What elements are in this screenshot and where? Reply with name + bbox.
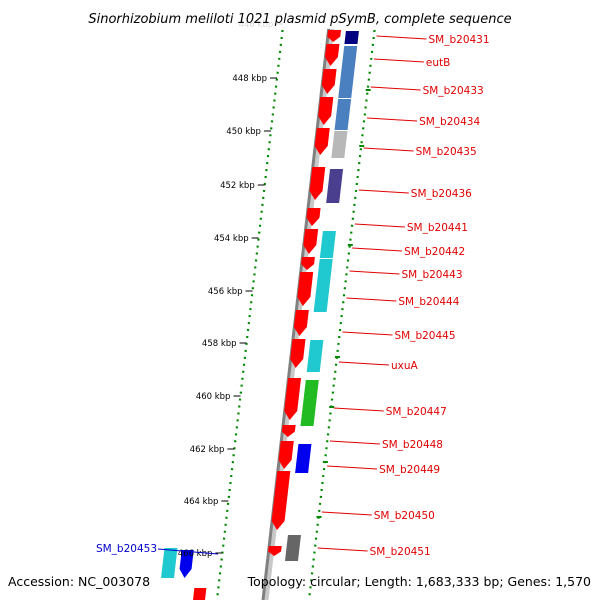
scale-tick-label: 458 kbp <box>202 339 237 349</box>
gene-label: SM_b20450 <box>374 510 435 522</box>
gene-label: SM_b20433 <box>423 85 484 97</box>
gene-label: SM_b20442 <box>404 246 465 258</box>
gene-label: SM_b20445 <box>394 330 455 342</box>
cog-block <box>300 380 319 426</box>
gene-leader-line <box>338 361 390 366</box>
cog-block <box>319 231 336 258</box>
gene-label: SM_b20447 <box>386 406 447 418</box>
scale-tick-label: 450 kbp <box>226 127 261 137</box>
accession-text: Accession: NC_003078 <box>8 574 150 589</box>
gene-features <box>161 30 359 600</box>
gene-arrow <box>321 69 337 94</box>
gene-label: SM_b20435 <box>416 146 477 158</box>
gene-arrow <box>301 257 315 270</box>
gene-arrow <box>297 272 314 306</box>
gene-label: SM_b20443 <box>401 269 462 281</box>
gene-leader-line <box>358 189 409 194</box>
gene-leader-line <box>321 511 372 516</box>
cog-block <box>344 31 359 44</box>
gene-arrow <box>290 339 306 368</box>
gene-arrow <box>327 30 342 42</box>
tick-dotted-rings <box>215 29 376 600</box>
gene-label: eutB <box>426 57 450 69</box>
gene-leader-line <box>349 270 400 275</box>
cog-block <box>326 169 344 203</box>
gene-leader-line <box>317 547 368 552</box>
gene-leader-line <box>333 407 384 412</box>
title-background <box>70 8 530 29</box>
gene-label: SM_b20451 <box>370 546 431 558</box>
gene-label: SM_b20444 <box>398 296 459 308</box>
gene-label: SM_b20434 <box>419 116 480 128</box>
gene-arrow <box>179 550 194 578</box>
cog-block <box>334 99 352 130</box>
gene-arrow <box>303 229 319 254</box>
cog-block <box>313 259 333 312</box>
scale-tick-label: 448 kbp <box>232 74 267 84</box>
scale-tick-label: 462 kbp <box>190 445 225 455</box>
gene-arrow <box>271 471 291 530</box>
gene-leader-line <box>373 58 424 63</box>
cog-block <box>295 444 312 473</box>
scale-tick-label: 452 kbp <box>220 181 255 191</box>
gene-arrow <box>293 310 309 336</box>
scale-tick-label: 464 kbp <box>184 497 219 507</box>
gene-arrow <box>314 128 330 155</box>
gene-label: SM_b20441 <box>407 222 468 234</box>
gene-label: SM_b20436 <box>411 188 472 200</box>
gene-label: uxuA <box>391 360 419 372</box>
gene-leader-line <box>363 147 414 152</box>
gene-arrow <box>193 588 207 600</box>
gene-arrow <box>268 546 282 556</box>
gene-leader-line <box>352 247 403 252</box>
gene-label: SM_b20448 <box>382 439 443 451</box>
gene-leader-line <box>370 86 421 91</box>
cog-block <box>284 535 301 561</box>
cog-block <box>161 548 178 578</box>
gene-labels: SM_b20431 eutB SM_b20433 SM_b20434 SM_b20435… <box>96 34 490 558</box>
gene-arrow <box>306 208 321 226</box>
cog-block <box>338 46 358 98</box>
scale-tick-label: 454 kbp <box>214 234 249 244</box>
gene-label: SM_b20431 <box>429 34 490 46</box>
gene-arrow <box>324 44 340 66</box>
gene-leader-line <box>354 223 405 228</box>
scale-tick-label: 456 kbp <box>208 287 243 297</box>
cog-block <box>331 131 348 158</box>
gene-leader-line <box>376 35 427 40</box>
gene-label: SM_b20453 <box>96 543 157 555</box>
gene-leader-line <box>329 440 380 445</box>
gene-arrow <box>284 378 302 420</box>
gene-leader-line <box>327 465 378 470</box>
gene-leader-line <box>367 117 418 122</box>
gene-label: SM_b20449 <box>379 464 440 476</box>
gene-arrow <box>309 167 326 200</box>
scale-tick-label: 460 kbp <box>196 392 231 402</box>
gene-leader-line <box>157 548 219 555</box>
cog-block <box>306 340 324 372</box>
gene-arrow <box>281 425 296 437</box>
map-title: Sinorhizobium meliloti 1021 plasmid pSym… <box>88 12 511 27</box>
gene-arrow <box>318 97 334 125</box>
scale-tick-label: 466 kbp <box>178 549 213 559</box>
gene-leader-line <box>346 297 397 302</box>
gene-leader-line <box>342 331 393 336</box>
topology-summary: Topology: circular; Length: 1,683,333 bp… <box>247 574 591 589</box>
gene-arrow <box>278 441 294 469</box>
